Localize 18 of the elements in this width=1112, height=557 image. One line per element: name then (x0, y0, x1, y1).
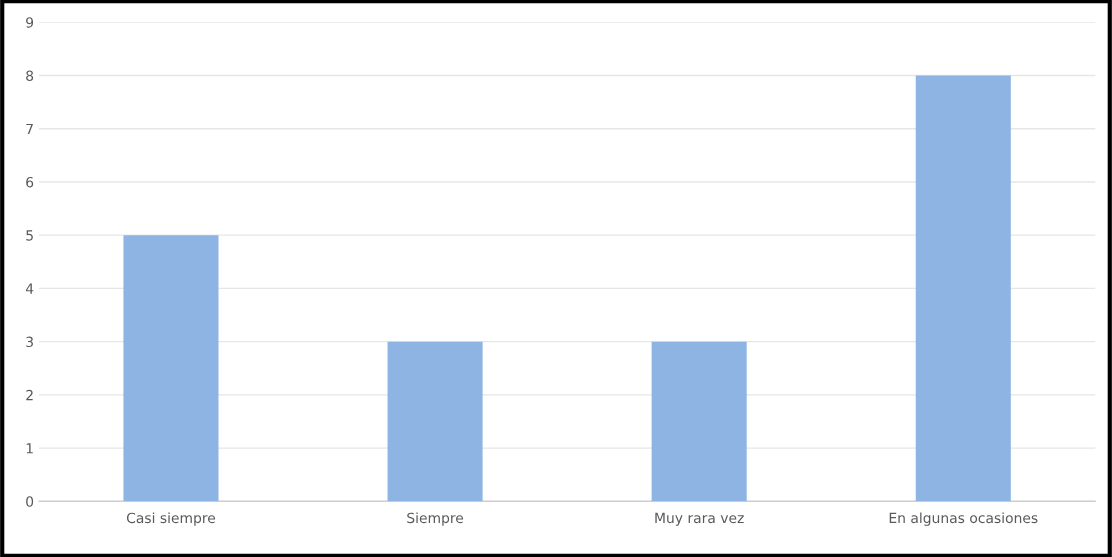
bar (915, 75, 1011, 502)
y-tick-label: 4 (25, 283, 34, 294)
y-tick-label: 1 (26, 443, 33, 454)
y-tick-label: 3 (26, 336, 33, 348)
y-tick-label: 6 (26, 176, 34, 188)
bar (387, 341, 483, 502)
x-tick-label: Casi siempre (126, 512, 216, 526)
y-tick-label: 7 (26, 123, 33, 135)
y-tick-label: 9 (26, 17, 34, 28)
x-tick-label: Siempre (407, 512, 464, 526)
y-tick-label: 8 (26, 70, 34, 81)
x-tick-label: Muy rara vez (655, 512, 744, 526)
y-tick-label: 2 (26, 389, 33, 401)
y-tick-label: 0 (26, 496, 34, 507)
bar (651, 341, 747, 502)
y-tick-label: 5 (26, 230, 33, 241)
x-tick-label: En algunas ocasiones (889, 512, 1038, 526)
bar (123, 235, 219, 502)
